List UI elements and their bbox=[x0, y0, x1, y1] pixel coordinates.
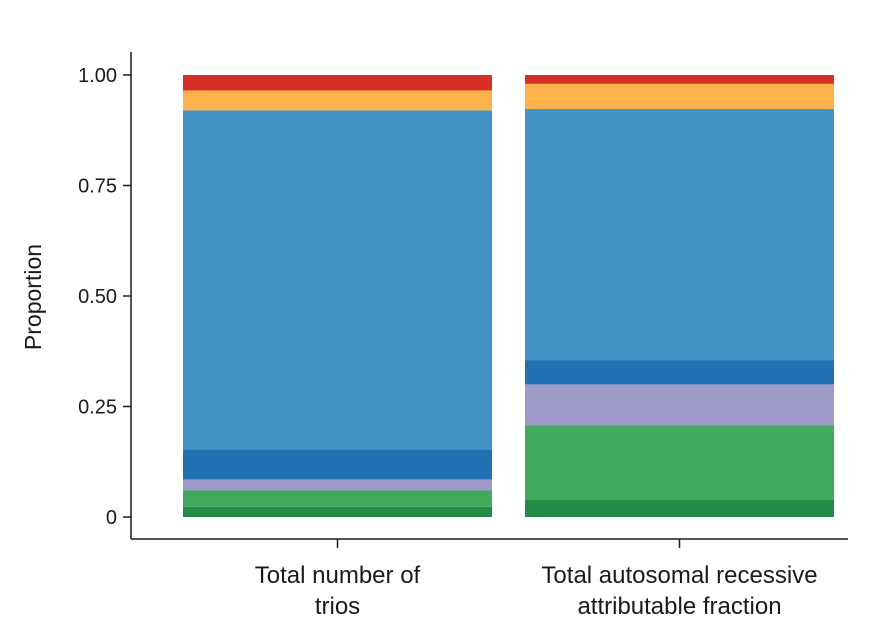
x-category-label: trios bbox=[315, 593, 360, 620]
bar-segment-1-1 bbox=[183, 506, 492, 517]
bars-layer bbox=[183, 75, 834, 517]
x-categories-layer: Total number of trios Total autosomal rece… bbox=[255, 539, 818, 620]
y-tick-label: 0.25 bbox=[78, 397, 117, 419]
bar-segment-1-6 bbox=[183, 90, 492, 111]
bar-segment-1-7 bbox=[183, 75, 492, 91]
x-category-label: Total number of bbox=[255, 562, 421, 589]
bar-segment-2-4 bbox=[525, 360, 834, 385]
bar-segment-1-3 bbox=[183, 479, 492, 491]
bar-segment-2-3 bbox=[525, 384, 834, 426]
y-tick-label: 0.50 bbox=[78, 286, 117, 308]
y-axis-title: Proportion bbox=[20, 244, 46, 350]
bar-segment-2-7 bbox=[525, 75, 834, 84]
y-tick-label: 1.00 bbox=[78, 65, 117, 87]
y-ticks-layer: 0 0.25 0.50 0.75 1.00 bbox=[78, 65, 131, 529]
y-tick-label: 0.75 bbox=[78, 176, 117, 198]
bar-segment-1-4 bbox=[183, 449, 492, 480]
bar-segment-2-6 bbox=[525, 83, 834, 110]
bar-segment-1-2 bbox=[183, 490, 492, 507]
bar-segment-1-5 bbox=[183, 110, 492, 450]
x-category-label: attributable fraction bbox=[577, 593, 781, 620]
bar-segment-2-2 bbox=[525, 425, 834, 500]
x-category-label: Total autosomal recessive bbox=[541, 562, 817, 589]
y-tick-label: 0 bbox=[106, 507, 117, 529]
bar-segment-2-5 bbox=[525, 109, 834, 361]
bar-segment-2-1 bbox=[525, 499, 834, 517]
